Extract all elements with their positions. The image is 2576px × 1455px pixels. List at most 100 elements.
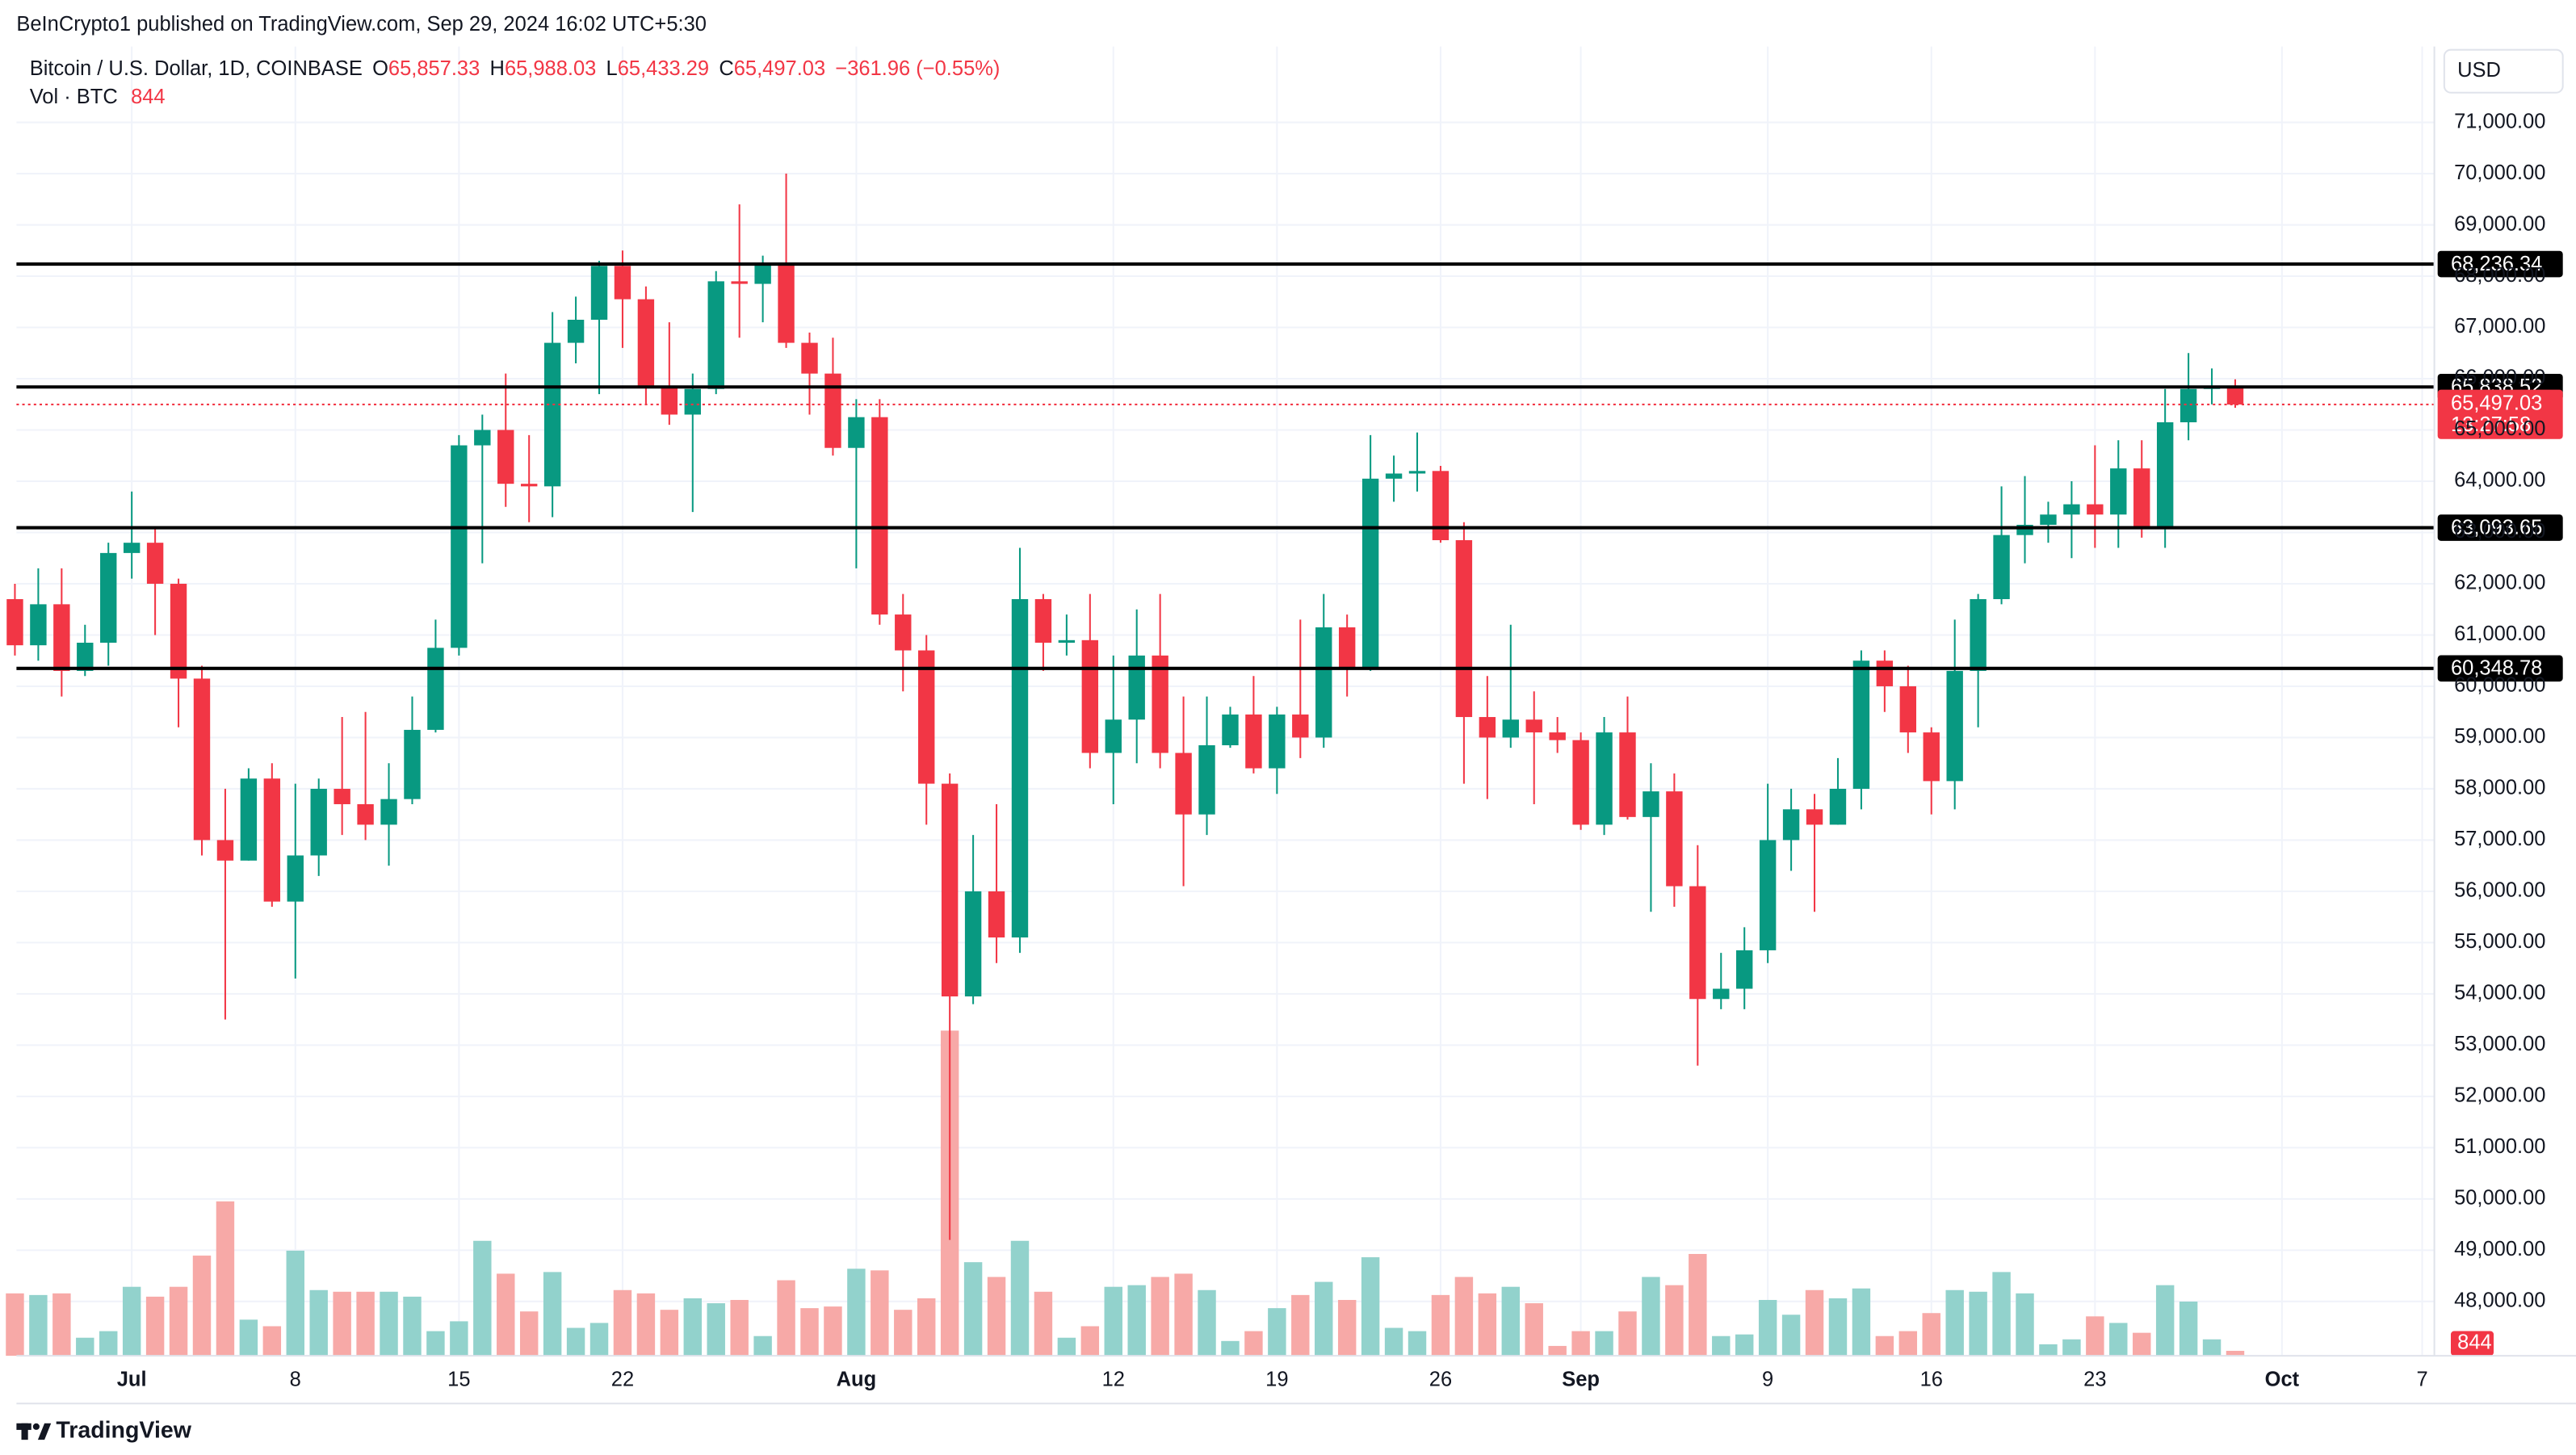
candle-body (404, 729, 421, 799)
volume-bar (1127, 1285, 1146, 1356)
candle-body (1619, 732, 1636, 817)
volume-bar (707, 1303, 725, 1356)
candle-body (1128, 655, 1145, 720)
volume-bar (894, 1310, 913, 1356)
volume-bar (613, 1289, 632, 1356)
candle-body (1105, 719, 1122, 753)
levels: 68,236.3465,838.5263,093.6560,348.7865,4… (16, 250, 2563, 1356)
candle-body (848, 417, 865, 448)
candle-body (310, 788, 327, 856)
candle-body (1338, 627, 1356, 669)
candle-body (1993, 535, 2010, 600)
volume-bar (403, 1296, 422, 1356)
candle-body (707, 281, 724, 389)
candle-body (1549, 732, 1566, 740)
x-tick-label: 19 (1265, 1368, 1288, 1390)
volume-bar (519, 1311, 539, 1356)
countdown-label: 13:27:58 (2451, 413, 2531, 436)
x-tick-label: Jul (117, 1368, 147, 1390)
candle-body (1198, 744, 1215, 815)
volume-bar (1174, 1273, 1193, 1356)
volume-bar (730, 1299, 749, 1356)
volume-bar (660, 1310, 679, 1356)
candle-body (1736, 950, 1753, 989)
last-price-label: 65,497.03 (2451, 392, 2542, 415)
volume-bar (1034, 1291, 1053, 1356)
y-tick-label: 70,000.00 (2454, 161, 2545, 184)
candle-body (1970, 599, 1987, 671)
volume-bar (145, 1296, 165, 1356)
volume-bar (1057, 1337, 1076, 1356)
volume-bar (963, 1262, 983, 1356)
y-tick-label: 67,000.00 (2454, 315, 2545, 338)
volume-bar (1151, 1277, 1169, 1356)
candle-body (1666, 791, 1683, 887)
currency-box[interactable] (2443, 48, 2564, 94)
volume-bar (1198, 1289, 1216, 1356)
candle-body (1899, 686, 1917, 733)
x-tick-label: 26 (1429, 1368, 1452, 1390)
candle-body (778, 263, 795, 343)
level-label: 60,348.78 (2451, 657, 2542, 680)
candle-body (964, 891, 982, 997)
candle-body (1408, 471, 1426, 474)
y-tick-label: 64,000.00 (2454, 469, 2545, 492)
candle-body (1245, 714, 1262, 769)
candle-body (895, 614, 912, 651)
volume-bar (871, 1270, 889, 1356)
candle-body (1782, 809, 1800, 841)
volume-bar (1408, 1331, 1427, 1356)
candle-body (100, 552, 117, 643)
volume-bar (1010, 1240, 1030, 1356)
volume-bar (753, 1335, 772, 1356)
volume-bar (2179, 1302, 2198, 1356)
candle-body (1034, 599, 1052, 643)
candle-body (2180, 388, 2197, 422)
candle-body (754, 263, 771, 284)
candle-body (637, 299, 655, 387)
candle-body (1175, 753, 1192, 815)
price-axis: 48,000.00 49,000.00 50,000.00 51,000.00 52,0… (2454, 110, 2545, 1311)
candle-body (1525, 719, 1542, 733)
legend-title: Bitcoin / U.S. Dollar, 1D, COINBASE (30, 57, 363, 80)
y-tick-label: 66,000.00 (2454, 367, 2545, 389)
candle-body (1432, 471, 1450, 541)
y-tick-label: 51,000.00 (2454, 1135, 2545, 1158)
volume-bar (1898, 1331, 1918, 1356)
x-tick-label: 23 (2083, 1368, 2106, 1390)
candle-body (1222, 714, 1239, 745)
x-tick-label: Aug (837, 1368, 877, 1390)
currency[interactable]: USD (2457, 59, 2501, 82)
candle-body (1385, 473, 1403, 479)
y-tick-label: 54,000.00 (2454, 982, 2545, 1004)
y-tick-label: 69,000.00 (2454, 212, 2545, 235)
candle-body (1852, 660, 1870, 789)
volume-bar (987, 1277, 1006, 1356)
volume-bar (847, 1268, 866, 1356)
volume-bar (29, 1294, 48, 1356)
volume-bar (6, 1293, 24, 1356)
volume-bar (52, 1293, 71, 1356)
volume-bar (1478, 1293, 1497, 1356)
y-tick-label: 50,000.00 (2454, 1187, 2545, 1210)
x-tick-label: 16 (1920, 1368, 1943, 1390)
x-tick-label: 15 (447, 1368, 470, 1390)
y-tick-label: 60,000.00 (2454, 674, 2545, 697)
level-label-box (2437, 655, 2563, 682)
time-axis: Jul 8 15 22 Aug 12 19 26 Sep 9 16 23 Oct 7 (117, 1368, 2428, 1390)
volume-bar (333, 1291, 351, 1356)
volume-bar (566, 1327, 585, 1356)
volume-pane (6, 1030, 2245, 1356)
x-tick-label: 12 (1102, 1368, 1125, 1390)
volume-bar (1758, 1299, 1777, 1356)
y-tick-label: 62,000.00 (2454, 572, 2545, 594)
candle-body (170, 583, 187, 679)
y-tick-label: 71,000.00 (2454, 110, 2545, 132)
volume-bar (917, 1298, 936, 1356)
x-tick-label: Sep (1562, 1368, 1600, 1390)
x-tick-label: 7 (2416, 1368, 2427, 1390)
candle-body (1361, 478, 1379, 669)
volume-bar (1735, 1334, 1754, 1356)
volume-label: 844 (2457, 1331, 2492, 1354)
level-label-box (2437, 514, 2563, 541)
